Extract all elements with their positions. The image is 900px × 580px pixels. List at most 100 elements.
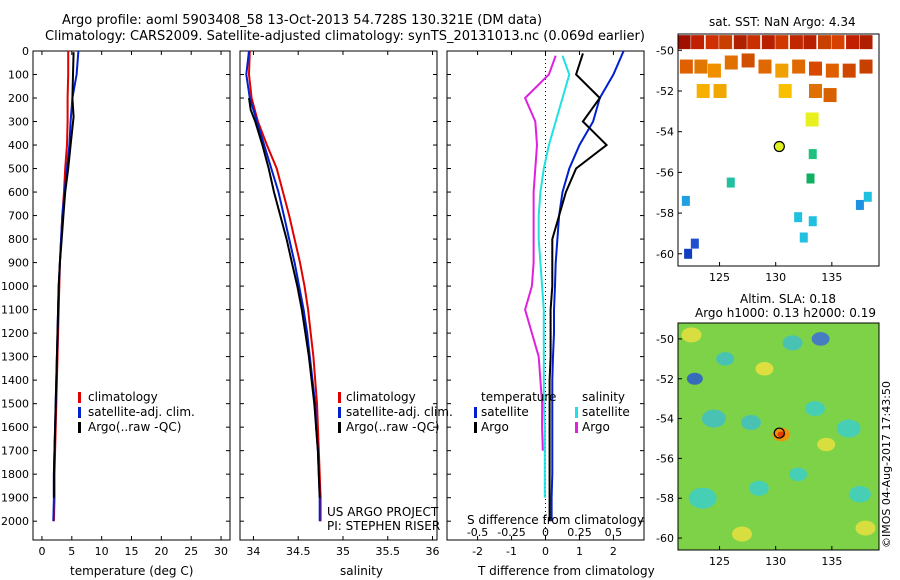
sla-anomaly-blob bbox=[804, 401, 825, 417]
sst-cell bbox=[761, 35, 775, 50]
x-tick-label: 34 bbox=[246, 545, 260, 558]
legend-swatch-climatology bbox=[338, 392, 341, 403]
map-y-tick-label: -58 bbox=[656, 492, 674, 505]
sst-cell bbox=[681, 195, 690, 206]
argo-float-marker bbox=[773, 140, 785, 153]
x-tick-label: 15 bbox=[125, 545, 139, 558]
x-tick-label: 1 bbox=[576, 545, 583, 558]
y-tick-label: 1100 bbox=[1, 304, 29, 317]
sst-cell bbox=[817, 35, 831, 50]
y-tick-label: 1500 bbox=[1, 398, 29, 411]
sla-anomaly-blob bbox=[716, 352, 735, 366]
sst-cell bbox=[679, 59, 693, 74]
diff-legend-temperature-title: temperature bbox=[481, 390, 557, 404]
sst-cell bbox=[792, 59, 806, 74]
series-line-s-argo bbox=[523, 55, 557, 451]
series-line-argo-raw-qc- bbox=[52, 52, 75, 498]
y-tick-label: 100 bbox=[8, 69, 29, 82]
x-tick-label: 10 bbox=[95, 545, 109, 558]
y-tick-label: 1000 bbox=[1, 280, 29, 293]
x-tick-label: 0 bbox=[38, 545, 45, 558]
y-tick-label: 600 bbox=[8, 186, 29, 199]
y-tick-label: 800 bbox=[8, 233, 29, 246]
sla-anomaly-blob bbox=[755, 362, 774, 376]
sst-cell bbox=[691, 35, 705, 50]
y-tick-label: 1900 bbox=[1, 492, 29, 505]
sst-cell bbox=[724, 55, 738, 70]
x-tick-label: 5 bbox=[68, 545, 75, 558]
y-tick-label: 700 bbox=[8, 210, 29, 223]
legend-label-t-argo: Argo bbox=[481, 420, 509, 434]
legend-swatch-t-argo bbox=[474, 422, 477, 433]
x-tick-label: -2 bbox=[472, 545, 483, 558]
sla-anomaly-blob bbox=[782, 335, 803, 351]
legend-swatch-s-satellite bbox=[575, 407, 578, 418]
legend-label-t-satellite: satellite bbox=[481, 405, 529, 419]
map-y-tick-label: -50 bbox=[656, 333, 674, 346]
sst-cell bbox=[805, 112, 819, 127]
legend-swatch-argo bbox=[78, 422, 81, 433]
legend-swatch-argo bbox=[338, 422, 341, 433]
series-line-satellite-adj-clim- bbox=[52, 50, 80, 522]
x-tick-label: 34.5 bbox=[286, 545, 311, 558]
sst-cell bbox=[799, 232, 808, 243]
y-tick-label: 200 bbox=[8, 92, 29, 105]
map-y-tick-label: -54 bbox=[656, 413, 674, 426]
sst-cell bbox=[855, 199, 864, 210]
map-y-tick-label: -52 bbox=[656, 85, 674, 98]
temperature-plot-frame bbox=[32, 50, 231, 541]
map-y-tick-label: -58 bbox=[656, 207, 674, 220]
x-tick-label-top: 0.5 bbox=[605, 526, 623, 539]
y-tick-label: 1600 bbox=[1, 421, 29, 434]
legend-swatch-satellite bbox=[338, 407, 341, 418]
sst-cell bbox=[823, 88, 837, 103]
legend-label-climatology: climatology bbox=[88, 390, 158, 404]
x-tick-label: 35.5 bbox=[376, 545, 401, 558]
y-tick-label: 0 bbox=[22, 45, 29, 58]
sla-anomaly-blob bbox=[748, 480, 769, 496]
series-line-climatology bbox=[52, 51, 70, 522]
map-y-tick-label: -60 bbox=[656, 532, 674, 545]
x-tick-label-top: -0.5 bbox=[467, 526, 488, 539]
sst-cell bbox=[696, 83, 710, 98]
imos-stamp: ©IMOS 04-Aug-2017 17:43:50 bbox=[880, 381, 893, 548]
legend-swatch-t-satellite bbox=[474, 407, 477, 418]
sst-cell bbox=[808, 61, 822, 76]
map-y-tick-label: -56 bbox=[656, 166, 674, 179]
map-x-tick-label: 130 bbox=[765, 555, 786, 568]
diff-xlabel-bottom: T difference from climatology bbox=[478, 564, 655, 578]
sla-anomaly-blob bbox=[855, 520, 876, 536]
project-annotation-1: US ARGO PROJECT bbox=[327, 505, 439, 519]
sla-map-frame bbox=[677, 322, 880, 551]
sst-cell bbox=[789, 35, 803, 50]
map-y-tick-label: -52 bbox=[656, 373, 674, 386]
sla-map-title-1: Altim. SLA: 0.18 bbox=[740, 292, 837, 306]
series-line-t-satellite bbox=[550, 50, 625, 522]
sst-cell bbox=[758, 59, 772, 74]
sla-anomaly-blob bbox=[681, 327, 702, 343]
y-tick-label: 400 bbox=[8, 139, 29, 152]
x-tick-label-top: -0.25 bbox=[497, 526, 525, 539]
map-y-tick-label: -54 bbox=[656, 126, 674, 139]
legend-label-satellite: satellite-adj. clim. bbox=[346, 405, 453, 419]
map-y-tick-label: -50 bbox=[656, 44, 674, 57]
legend-label-argo: Argo(..raw -QC) bbox=[346, 420, 440, 434]
legend-label-argo: Argo(..raw -QC) bbox=[88, 420, 182, 434]
sla-map-title-2: Argo h1000: 0.13 h2000: 0.19 bbox=[695, 306, 876, 320]
series-line-argo-raw-qc- bbox=[248, 97, 321, 498]
title-line-1: Argo profile: aoml 5903408_58 13-Oct-201… bbox=[62, 13, 543, 28]
sst-cell bbox=[842, 63, 856, 78]
map-x-tick-label: 130 bbox=[765, 271, 786, 284]
y-tick-label: 1400 bbox=[1, 374, 29, 387]
x-tick-label: 2 bbox=[610, 545, 617, 558]
map-x-tick-label: 135 bbox=[821, 271, 842, 284]
sst-cell bbox=[694, 59, 708, 74]
y-tick-label: 2000 bbox=[1, 515, 29, 528]
x-tick-label: 35 bbox=[336, 545, 350, 558]
y-tick-label: 300 bbox=[8, 116, 29, 129]
series-line-s-satellite bbox=[537, 55, 571, 498]
y-tick-label: 1300 bbox=[1, 351, 29, 364]
y-tick-label: 1200 bbox=[1, 327, 29, 340]
sla-anomaly-blob bbox=[836, 419, 861, 438]
